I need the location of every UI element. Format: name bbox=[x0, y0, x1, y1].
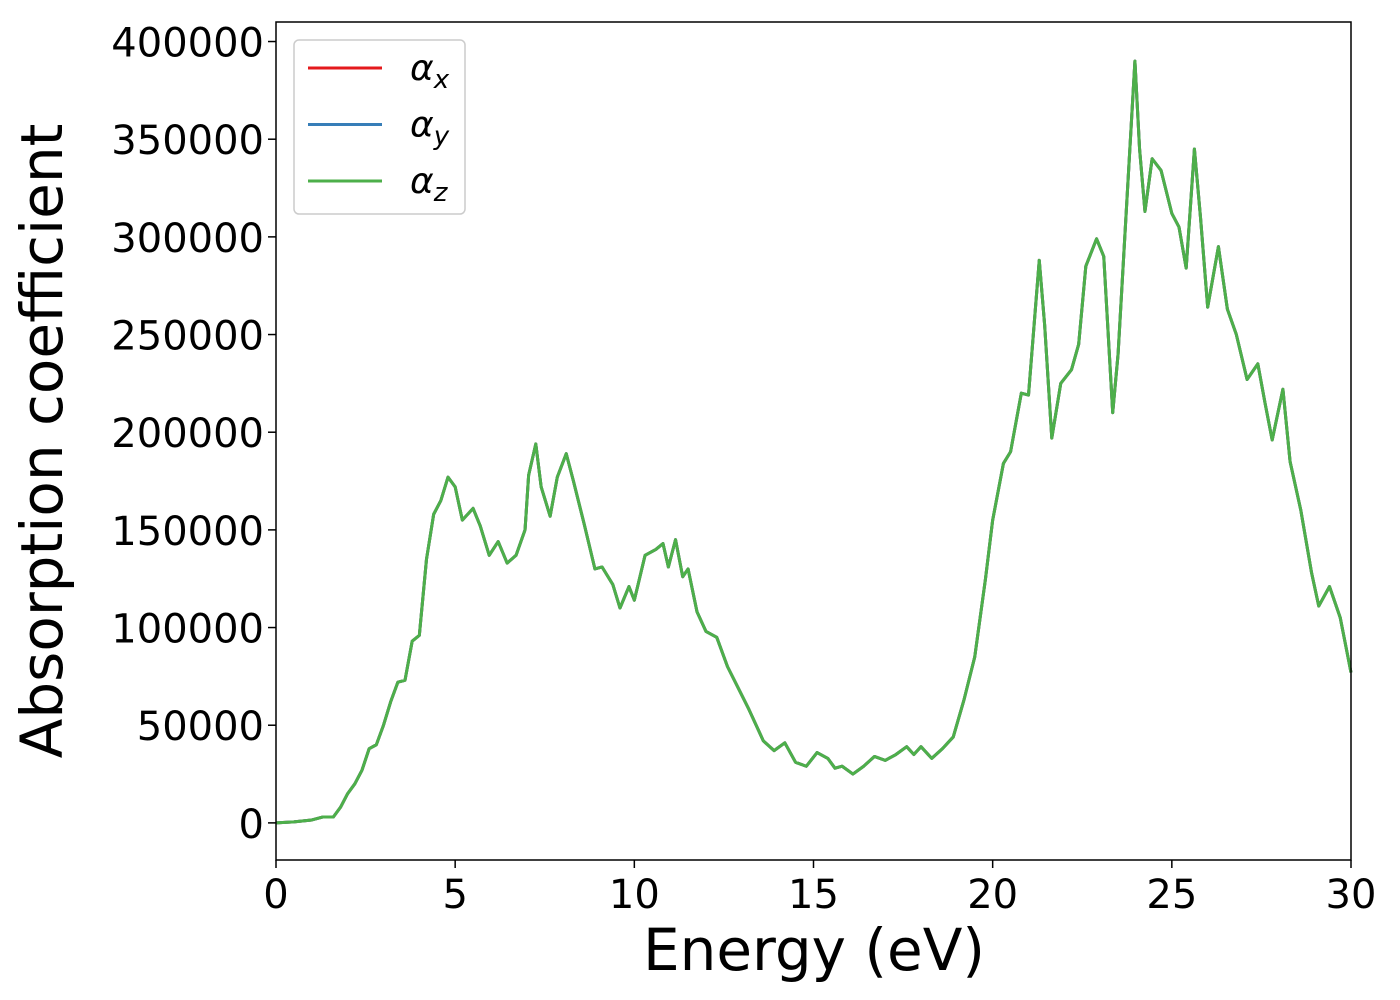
y-tick-label: 50000 bbox=[137, 704, 264, 750]
y-tick-label: 0 bbox=[239, 802, 264, 848]
x-tick-label: 20 bbox=[967, 872, 1018, 918]
x-tick-label: 15 bbox=[788, 872, 839, 918]
legend: αx αy αz bbox=[293, 39, 466, 215]
legend-label: αz bbox=[410, 161, 449, 208]
y-tick-label: 200000 bbox=[111, 411, 264, 457]
x-tick-label: 0 bbox=[263, 872, 288, 918]
series-line bbox=[275, 59, 1353, 825]
y-tick-label: 400000 bbox=[111, 21, 264, 67]
x-tick-label: 10 bbox=[609, 872, 660, 918]
legend-label: αy bbox=[410, 105, 450, 152]
x-tick-label: 25 bbox=[1146, 872, 1197, 918]
legend-box bbox=[293, 39, 466, 215]
y-tick-label: 250000 bbox=[111, 314, 264, 360]
y-tick-label: 100000 bbox=[111, 607, 264, 653]
x-tick-label: 30 bbox=[1326, 872, 1377, 918]
y-tick-label: 350000 bbox=[111, 118, 264, 164]
legend-label: αx bbox=[410, 48, 450, 95]
plot-frame bbox=[275, 21, 1352, 861]
x-tick-label: 5 bbox=[442, 872, 467, 918]
y-tick-label: 300000 bbox=[111, 216, 264, 262]
y-axis-label: Absorption coefficient bbox=[8, 124, 76, 759]
x-axis-label: Energy (eV) bbox=[643, 916, 985, 984]
y-tick-label: 150000 bbox=[111, 509, 264, 555]
